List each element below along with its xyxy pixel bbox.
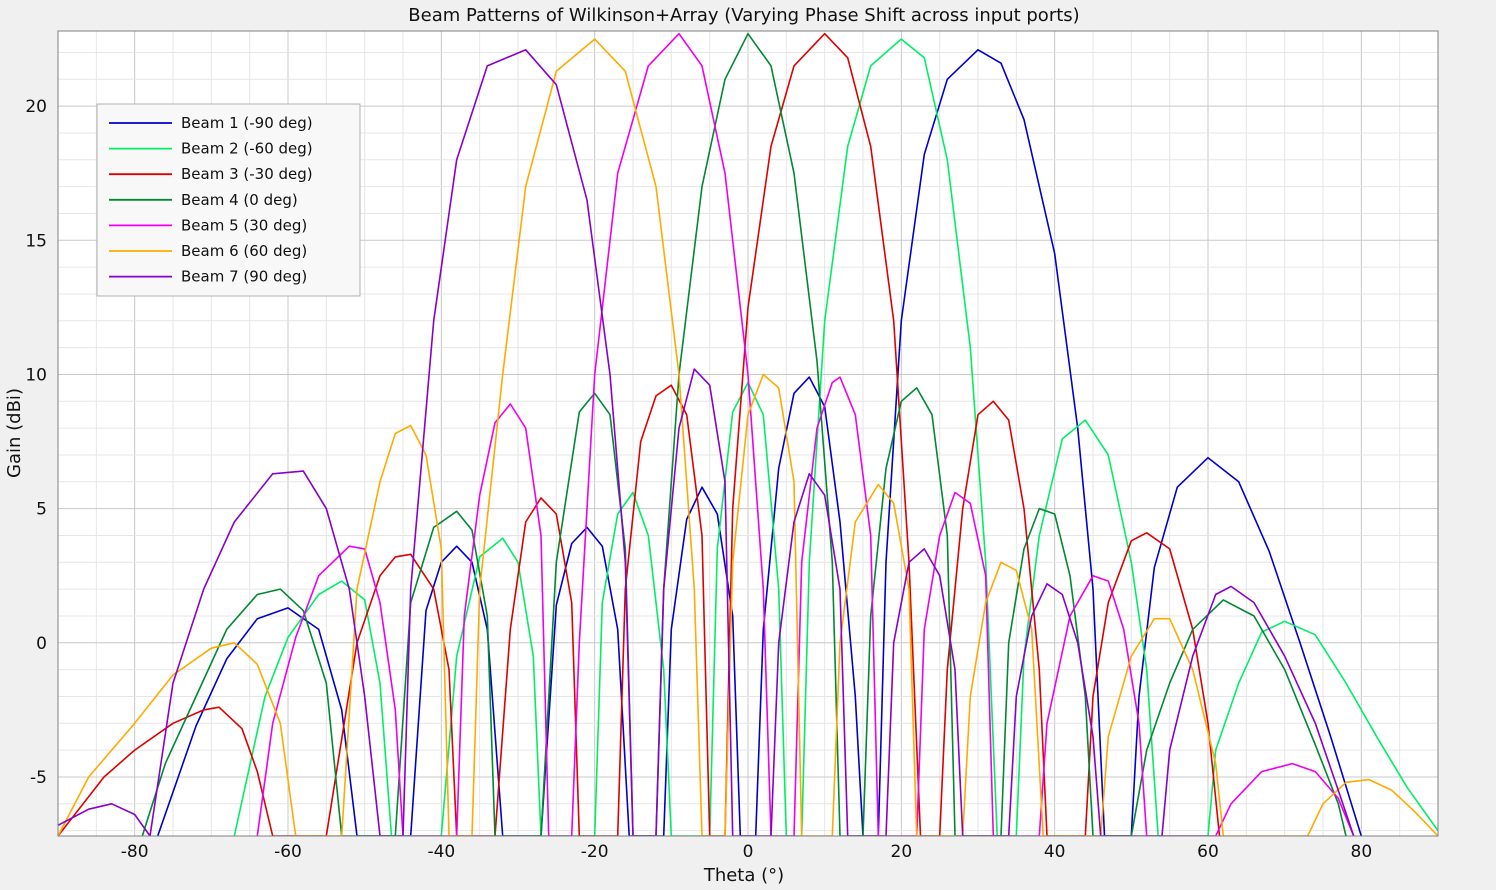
- legend-label-beam-4: Beam 4 (0 deg): [181, 191, 298, 209]
- series-line-beam-1: [156, 48, 1363, 836]
- legend-label-beam-1: Beam 1 (-90 deg): [181, 114, 313, 132]
- x-tick-label: 60: [1197, 842, 1219, 862]
- plot-frame: [57, 30, 1439, 837]
- x-tick-label: -60: [274, 842, 302, 862]
- chart-title: Beam Patterns of Wilkinson+Array (Varyin…: [408, 5, 1079, 26]
- x-tick-label: 20: [891, 842, 913, 862]
- x-tick-label: -80: [121, 842, 149, 862]
- x-axis-label: Theta (°): [703, 865, 784, 886]
- y-tick-label: 15: [25, 231, 47, 251]
- legend-label-beam-6: Beam 6 (60 deg): [181, 242, 307, 260]
- series-line-beam-5: [256, 32, 1355, 836]
- x-tick-label: 40: [1044, 842, 1066, 862]
- series-line-beam-4: [141, 32, 1347, 836]
- series-line-beam-6: [58, 38, 1438, 836]
- legend-label-beam-3: Beam 3 (-30 deg): [181, 165, 313, 183]
- y-tick-label: 10: [25, 365, 47, 385]
- legend-label-beam-5: Beam 5 (30 deg): [181, 216, 307, 234]
- y-tick-label: 0: [36, 634, 47, 654]
- x-tick-label: -20: [581, 842, 609, 862]
- y-tick-label: 20: [25, 97, 47, 117]
- y-tick-label: -5: [30, 768, 47, 788]
- x-tick-label: 0: [743, 842, 754, 862]
- legend-label-beam-7: Beam 7 (90 deg): [181, 268, 307, 286]
- legend-label-beam-2: Beam 2 (-60 deg): [181, 140, 313, 158]
- legend: Beam 1 (-90 deg) Beam 2 (-60 deg) Beam 3 (…: [96, 103, 361, 297]
- y-axis-label: Gain (dBi): [4, 388, 25, 478]
- series-layer: [58, 32, 1438, 836]
- series-line-beam-7: [58, 48, 1355, 836]
- x-tick-label: 80: [1351, 842, 1373, 862]
- x-tick-label: -40: [427, 842, 455, 862]
- y-tick-label: 5: [36, 500, 47, 520]
- series-line-beam-2: [233, 38, 1438, 836]
- tick-labels: -80 -60 -40 -20 0 20 40 60 80 -5 0 5 10 15 20: [25, 97, 1372, 862]
